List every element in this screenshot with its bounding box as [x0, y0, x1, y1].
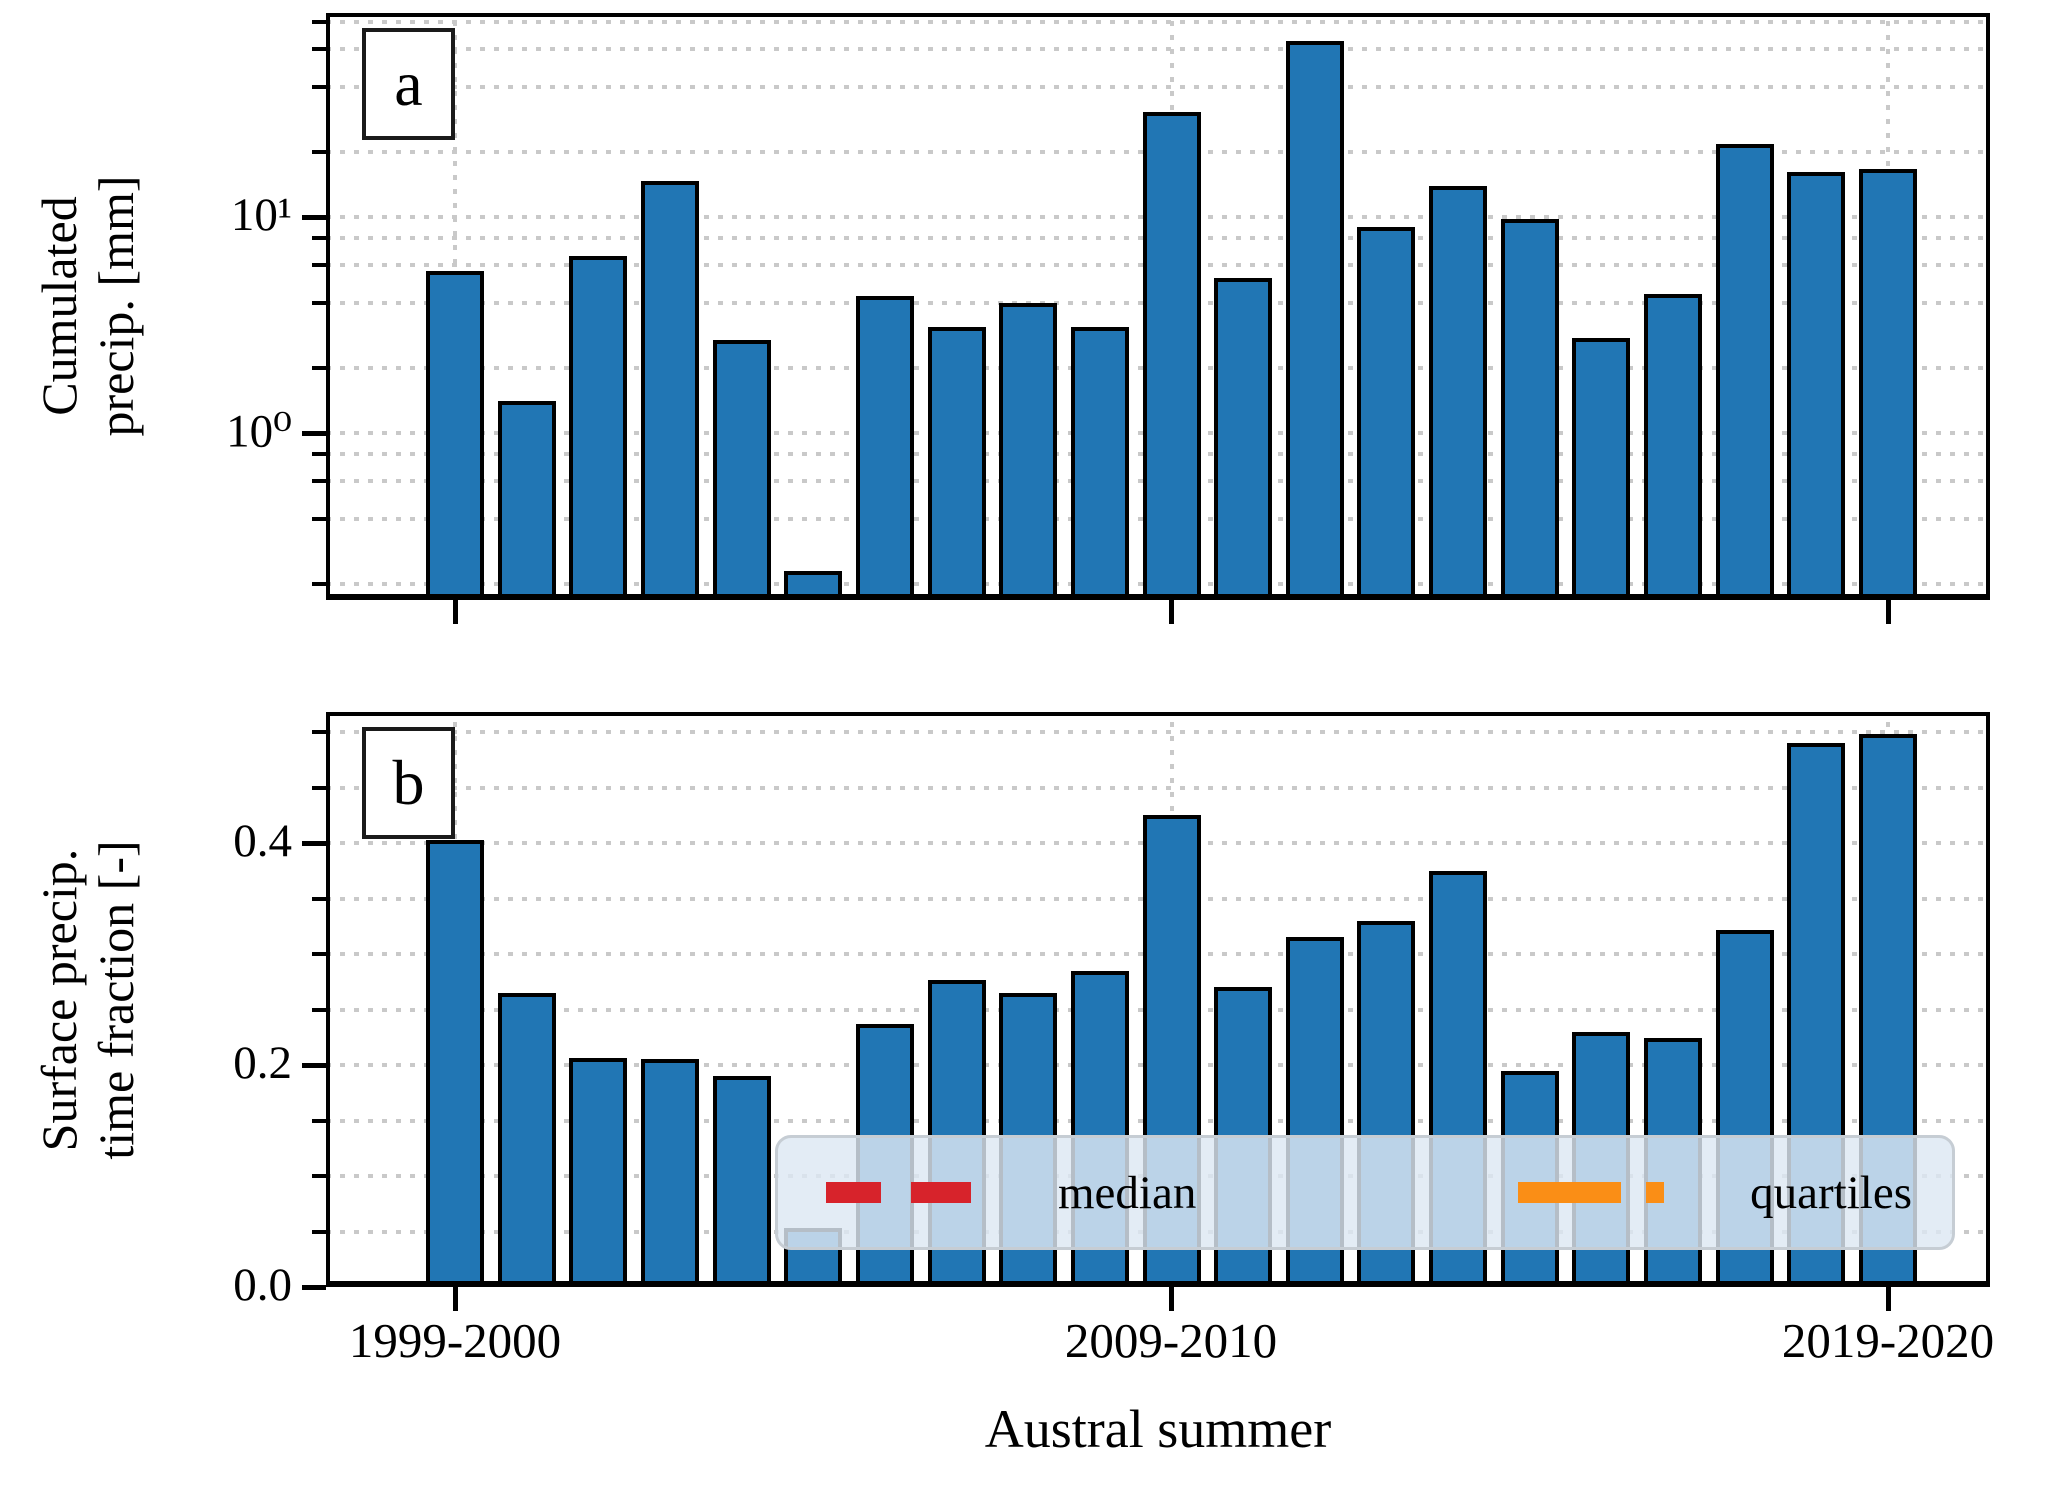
y-minor-tick — [312, 235, 326, 240]
bar-a-2001-2002 — [569, 255, 628, 600]
bar-a-2000-2001 — [497, 401, 556, 600]
y-minor-tick — [312, 1229, 326, 1234]
bar-a-2012-2013 — [1357, 226, 1416, 600]
bar-a-2008-2009 — [1070, 326, 1129, 600]
spine-left — [326, 13, 330, 600]
bar-a-2009-2010 — [1142, 112, 1201, 600]
bar-a-2017-2018 — [1715, 143, 1774, 600]
bar-a-2010-2011 — [1214, 278, 1273, 600]
bar-b-1999-2000 — [426, 839, 484, 1287]
median-line — [326, 969, 1990, 990]
y-minor-tick — [312, 262, 326, 267]
x-major-tick — [1885, 600, 1891, 624]
bar-a-2003-2004 — [712, 339, 771, 600]
y-minor-tick — [312, 365, 326, 370]
spine-bottom — [326, 594, 1990, 600]
x-major-tick — [1885, 1287, 1891, 1311]
median-line — [326, 262, 1990, 283]
panel-a-ytick-label-10-0: 10⁰ — [226, 405, 292, 458]
spine-top — [326, 13, 1990, 17]
y-major-tick — [302, 1284, 326, 1290]
x-major-tick — [1169, 600, 1174, 624]
bar-a-2011-2012 — [1285, 41, 1344, 600]
bar-a-1999-2000 — [426, 271, 484, 600]
legend: median quartiles — [775, 1135, 1955, 1250]
spine-bottom — [326, 1281, 1990, 1287]
quartile-lower-line — [326, 307, 1990, 328]
panel-a-letter-box: a — [362, 28, 455, 140]
gridline-horizontal — [326, 46, 1990, 51]
y-minor-tick — [312, 300, 326, 305]
quartile-lower-line — [326, 1033, 1990, 1054]
quartile-upper-line — [326, 167, 1990, 188]
y-minor-tick — [312, 1118, 326, 1123]
x-major-tick — [1169, 1287, 1174, 1311]
x-major-tick — [452, 1287, 458, 1311]
panel-a-ytick-label-10-1: 10¹ — [230, 188, 292, 241]
panel-b-ytick-label-02: 0.2 — [233, 1036, 292, 1089]
legend-quartiles-label: quartiles — [1750, 1166, 1912, 1219]
gridline-horizontal — [326, 84, 1990, 89]
y-major-tick — [302, 1062, 326, 1068]
y-minor-tick — [312, 730, 326, 734]
bar-b-2003-2004 — [712, 1076, 771, 1287]
panel-b-letter: b — [392, 747, 425, 818]
bar-a-2013-2014 — [1429, 186, 1488, 600]
bar-a-2015-2016 — [1572, 338, 1631, 600]
panel-b-y-axis-title: Surface precip. time fraction [-] — [31, 840, 144, 1160]
legend-median-line-sample — [826, 1182, 996, 1203]
y-minor-tick — [312, 46, 326, 51]
spine-right — [1986, 13, 1990, 600]
y-minor-tick — [312, 1007, 326, 1012]
y-major-tick — [302, 214, 326, 220]
gridline-horizontal — [326, 785, 1990, 790]
legend-quartiles-line-sample — [1518, 1182, 1689, 1203]
bar-b-2002-2003 — [640, 1059, 699, 1287]
xtick-label-2019-2020: 2019-2020 — [1781, 1313, 1995, 1368]
xtick-label-1999-2000: 1999-2000 — [348, 1313, 562, 1368]
y-minor-tick — [312, 84, 326, 89]
bar-a-2006-2007 — [927, 326, 986, 600]
quartile-upper-line — [326, 909, 1990, 930]
bar-a-2007-2008 — [999, 302, 1058, 600]
y-minor-tick — [312, 478, 326, 483]
spine-right — [1986, 712, 1990, 1287]
bar-a-2016-2017 — [1644, 294, 1703, 600]
x-major-tick — [452, 600, 458, 624]
x-axis-title: Austral summer — [984, 1399, 1332, 1459]
panel-b-surface-precip-fraction: b median quartiles — [302, 712, 1990, 1311]
gridline-horizontal — [326, 730, 1990, 734]
y-minor-tick — [312, 896, 326, 901]
bar-a-2005-2006 — [855, 296, 914, 600]
y-minor-tick — [312, 952, 326, 956]
bar-a-2018-2019 — [1787, 172, 1846, 600]
bar-a-2002-2003 — [640, 180, 699, 600]
xtick-label-2009-2010: 2009-2010 — [1064, 1313, 1278, 1368]
y-major-tick — [302, 840, 326, 846]
y-major-tick — [302, 430, 326, 436]
y-minor-tick — [312, 451, 326, 456]
panel-a-letter: a — [394, 48, 423, 119]
spine-top — [326, 712, 1990, 716]
y-minor-tick — [312, 581, 326, 586]
panel-b-letter-box: b — [362, 727, 455, 839]
panel-a-cumulated-precip: a — [302, 13, 1990, 624]
gridline-horizontal — [326, 19, 1990, 24]
y-minor-tick — [312, 19, 326, 24]
y-minor-tick — [312, 785, 326, 790]
legend-median-label: median — [1058, 1166, 1197, 1219]
y-minor-tick — [312, 516, 326, 521]
y-minor-tick — [312, 1174, 326, 1178]
panel-a-y-axis-title: Cumulated precip. [mm] — [31, 175, 144, 437]
panel-b-ytick-label-04: 0.4 — [233, 814, 292, 867]
bar-b-2001-2002 — [569, 1058, 628, 1287]
spine-left — [326, 712, 330, 1287]
panel-b-ytick-label-00: 0.0 — [233, 1258, 292, 1311]
y-minor-tick — [312, 149, 326, 154]
bar-a-2019-2020 — [1859, 169, 1917, 600]
